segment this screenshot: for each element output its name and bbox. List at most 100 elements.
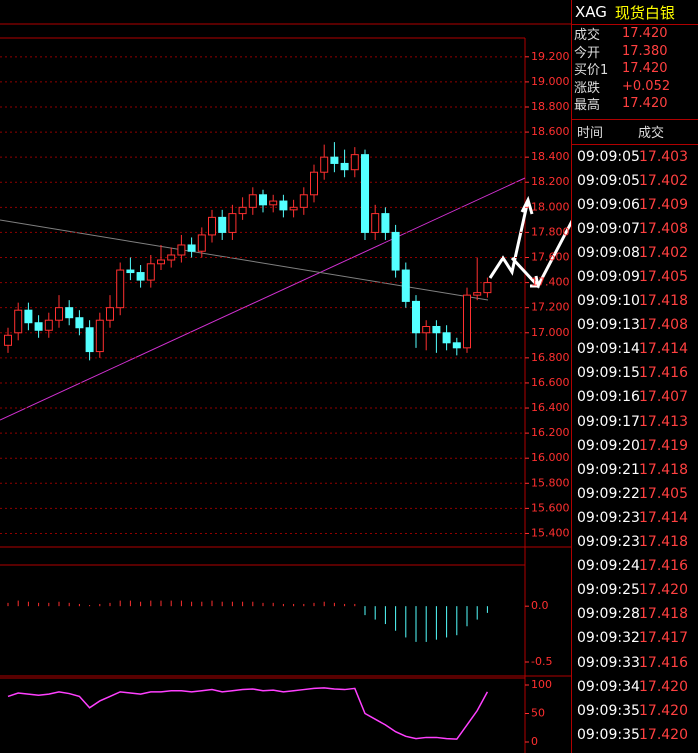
trade-price: 17.416 — [639, 654, 688, 671]
trade-row: 09:09:17 17.413 — [572, 410, 698, 434]
quote-row: 买价1 17.420 — [572, 60, 698, 78]
trade-row: 09:09:13 17.408 — [572, 313, 698, 337]
annotation-arrows — [488, 195, 571, 289]
candle-body — [228, 213, 237, 233]
trade-row: 09:09:16 17.407 — [572, 385, 698, 409]
trade-time: 09:09:22 — [577, 485, 640, 502]
trade-time: 09:09:28 — [577, 606, 640, 623]
quote-label: 买价1 — [574, 63, 609, 79]
y-tick-label: 19.200 — [531, 50, 570, 63]
candle-body — [350, 154, 359, 171]
trade-price: 17.405 — [639, 485, 688, 502]
candle-body — [187, 244, 196, 252]
trade-row: 09:09:35 17.420 — [572, 723, 698, 747]
candle-body — [483, 282, 492, 294]
y-tick-label: 15.400 — [531, 526, 570, 539]
quote-value: 17.420 — [622, 61, 668, 77]
chart: 15.400 15.600 15.800 16.000 16.200 16.400 16.6… — [0, 23, 571, 753]
candle-body — [146, 263, 155, 281]
y-tick-label: 16.000 — [531, 451, 570, 464]
trade-time: 09:09:15 — [577, 365, 640, 382]
trade-price: 17.414 — [639, 509, 688, 526]
y-tick-label: 15.600 — [531, 501, 570, 514]
candle-body — [269, 200, 278, 206]
y-tick-label: 0 — [531, 735, 538, 748]
trade-price: 17.420 — [639, 702, 688, 719]
candle-body — [4, 334, 12, 346]
trade-time: 09:09:24 — [577, 558, 640, 575]
trade-row: 09:09:05 17.403 — [572, 145, 698, 169]
trade-time: 09:09:05 — [577, 172, 640, 189]
trade-time: 09:09:21 — [577, 461, 640, 478]
candle-body — [473, 292, 482, 296]
candle-body — [299, 194, 308, 208]
quote-label: 最高 — [574, 98, 601, 114]
candle-body — [14, 309, 23, 334]
trade-row: 09:09:09 17.405 — [572, 265, 698, 289]
candle-body — [65, 307, 74, 319]
trade-time: 09:09:32 — [577, 630, 640, 647]
y-tick-label: 17.800 — [531, 225, 570, 238]
quote-value: 17.380 — [622, 43, 668, 59]
candle-body — [177, 244, 186, 256]
candle-body — [24, 309, 33, 324]
candle-body — [259, 194, 267, 206]
quote-row: 成交 17.420 — [572, 25, 698, 43]
quote-rows: 成交 17.420 今开 17.380 买价1 17.420 涨跌 +0.052 最高 17.42… — [572, 25, 698, 113]
y-tick-label: 19.000 — [531, 75, 570, 88]
trade-time: 09:09:25 — [577, 582, 640, 599]
trade-row: 09:09:24 17.416 — [572, 554, 698, 578]
trade-row: 09:09:23 17.418 — [572, 530, 698, 554]
candle-body — [401, 269, 410, 302]
y-tick-label: 16.600 — [531, 376, 570, 389]
trade-time: 09:09:06 — [577, 196, 640, 213]
trade-time: 09:09:23 — [577, 509, 640, 526]
y-tick-label: 16.400 — [531, 401, 570, 414]
trade-time: 09:09:14 — [577, 341, 640, 358]
trade-time: 09:09:05 — [577, 148, 640, 165]
trade-price: 17.408 — [639, 220, 688, 237]
trade-price: 17.409 — [639, 196, 688, 213]
trade-row: 09:09:21 17.418 — [572, 458, 698, 482]
trade-time: 09:09:20 — [577, 437, 640, 454]
trade-time: 09:09:33 — [577, 654, 640, 671]
trade-price: 17.407 — [639, 389, 688, 406]
y-tick-label: 18.800 — [531, 100, 570, 113]
trade-price: 17.403 — [639, 148, 688, 165]
trend-line — [0, 177, 526, 421]
trade-time: 09:09:07 — [577, 220, 640, 237]
trade-row: 09:09:14 17.414 — [572, 337, 698, 361]
candle-body — [106, 307, 114, 321]
trade-row: 09:09:05 17.402 — [572, 169, 698, 193]
candle-body — [208, 216, 216, 236]
trade-row: 09:09:32 17.417 — [572, 626, 698, 650]
quote-label: 成交 — [574, 28, 601, 44]
trade-row: 09:09:06 17.409 — [572, 193, 698, 217]
trade-time: 09:09:08 — [577, 244, 640, 261]
candle-body — [136, 272, 145, 281]
trade-row: 09:09:25 17.420 — [572, 578, 698, 602]
trade-price: 17.418 — [639, 461, 688, 478]
trade-price: 17.416 — [639, 365, 688, 382]
candle-body — [95, 319, 104, 353]
y-tick-label: 18.600 — [531, 125, 570, 138]
quote-value: +0.052 — [622, 78, 671, 94]
y-tick-label: 15.800 — [531, 476, 570, 489]
trade-row: 09:09:08 17.402 — [572, 241, 698, 265]
candle-body — [289, 206, 298, 211]
trade-row: 09:09:07 17.408 — [572, 217, 698, 241]
candle-body — [412, 300, 420, 334]
trade-row: 09:09:20 17.419 — [572, 434, 698, 458]
candle-body — [238, 206, 247, 215]
trade-price: 17.420 — [639, 678, 688, 695]
quote-row: 涨跌 +0.052 — [572, 78, 698, 96]
trade-time: 09:09:23 — [577, 534, 640, 551]
candle-body — [463, 294, 471, 349]
kdj-line — [7, 687, 489, 740]
quote-label: 涨跌 — [574, 80, 601, 96]
trade-time: 09:09:17 — [577, 413, 640, 430]
trade-price: 17.418 — [639, 606, 688, 623]
quote-value: 17.420 — [622, 96, 668, 112]
trade-row: 09:09:22 17.405 — [572, 482, 698, 506]
